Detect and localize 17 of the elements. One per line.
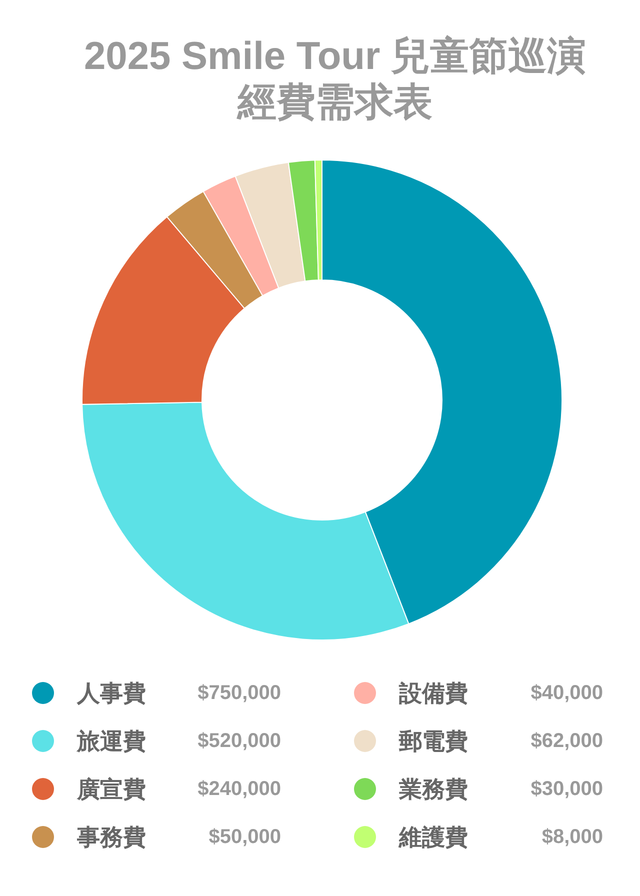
data-label: $8,000 (540, 826, 603, 848)
legend-label: 郵電費 (399, 726, 469, 756)
legend-label: 業務費 (399, 774, 469, 804)
legend-label: 事務費 (77, 822, 147, 852)
data-label: $50,000 (208, 826, 281, 848)
legend-label: 維護費 (399, 822, 469, 852)
data-label: $240,000 (196, 778, 281, 800)
data-label: $750,000 (196, 682, 281, 704)
legend-label: 人事費 (77, 678, 147, 708)
legend-label: 旅運費 (77, 726, 147, 756)
data-label: $30,000 (530, 778, 603, 800)
data-label: $520,000 (196, 730, 281, 752)
legend-label: 廣宣費 (77, 774, 147, 804)
data-label: $40,000 (530, 682, 603, 704)
data-label: $62,000 (530, 730, 603, 752)
legend-label: 設備費 (399, 678, 469, 708)
chart-title: 2025 Smile Tour 兒童節巡演經費需求表 (82, 34, 588, 126)
